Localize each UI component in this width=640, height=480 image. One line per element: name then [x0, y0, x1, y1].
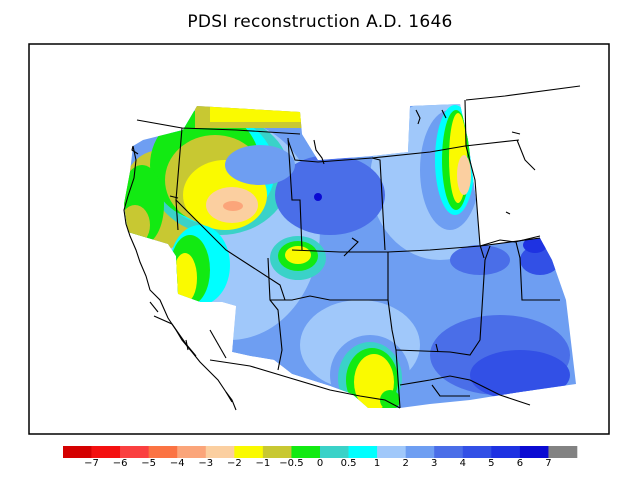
coastlines [123, 109, 521, 411]
state-boundaries [136, 85, 581, 409]
map-title: PDSI reconstruction A.D. 1646 [187, 12, 453, 32]
